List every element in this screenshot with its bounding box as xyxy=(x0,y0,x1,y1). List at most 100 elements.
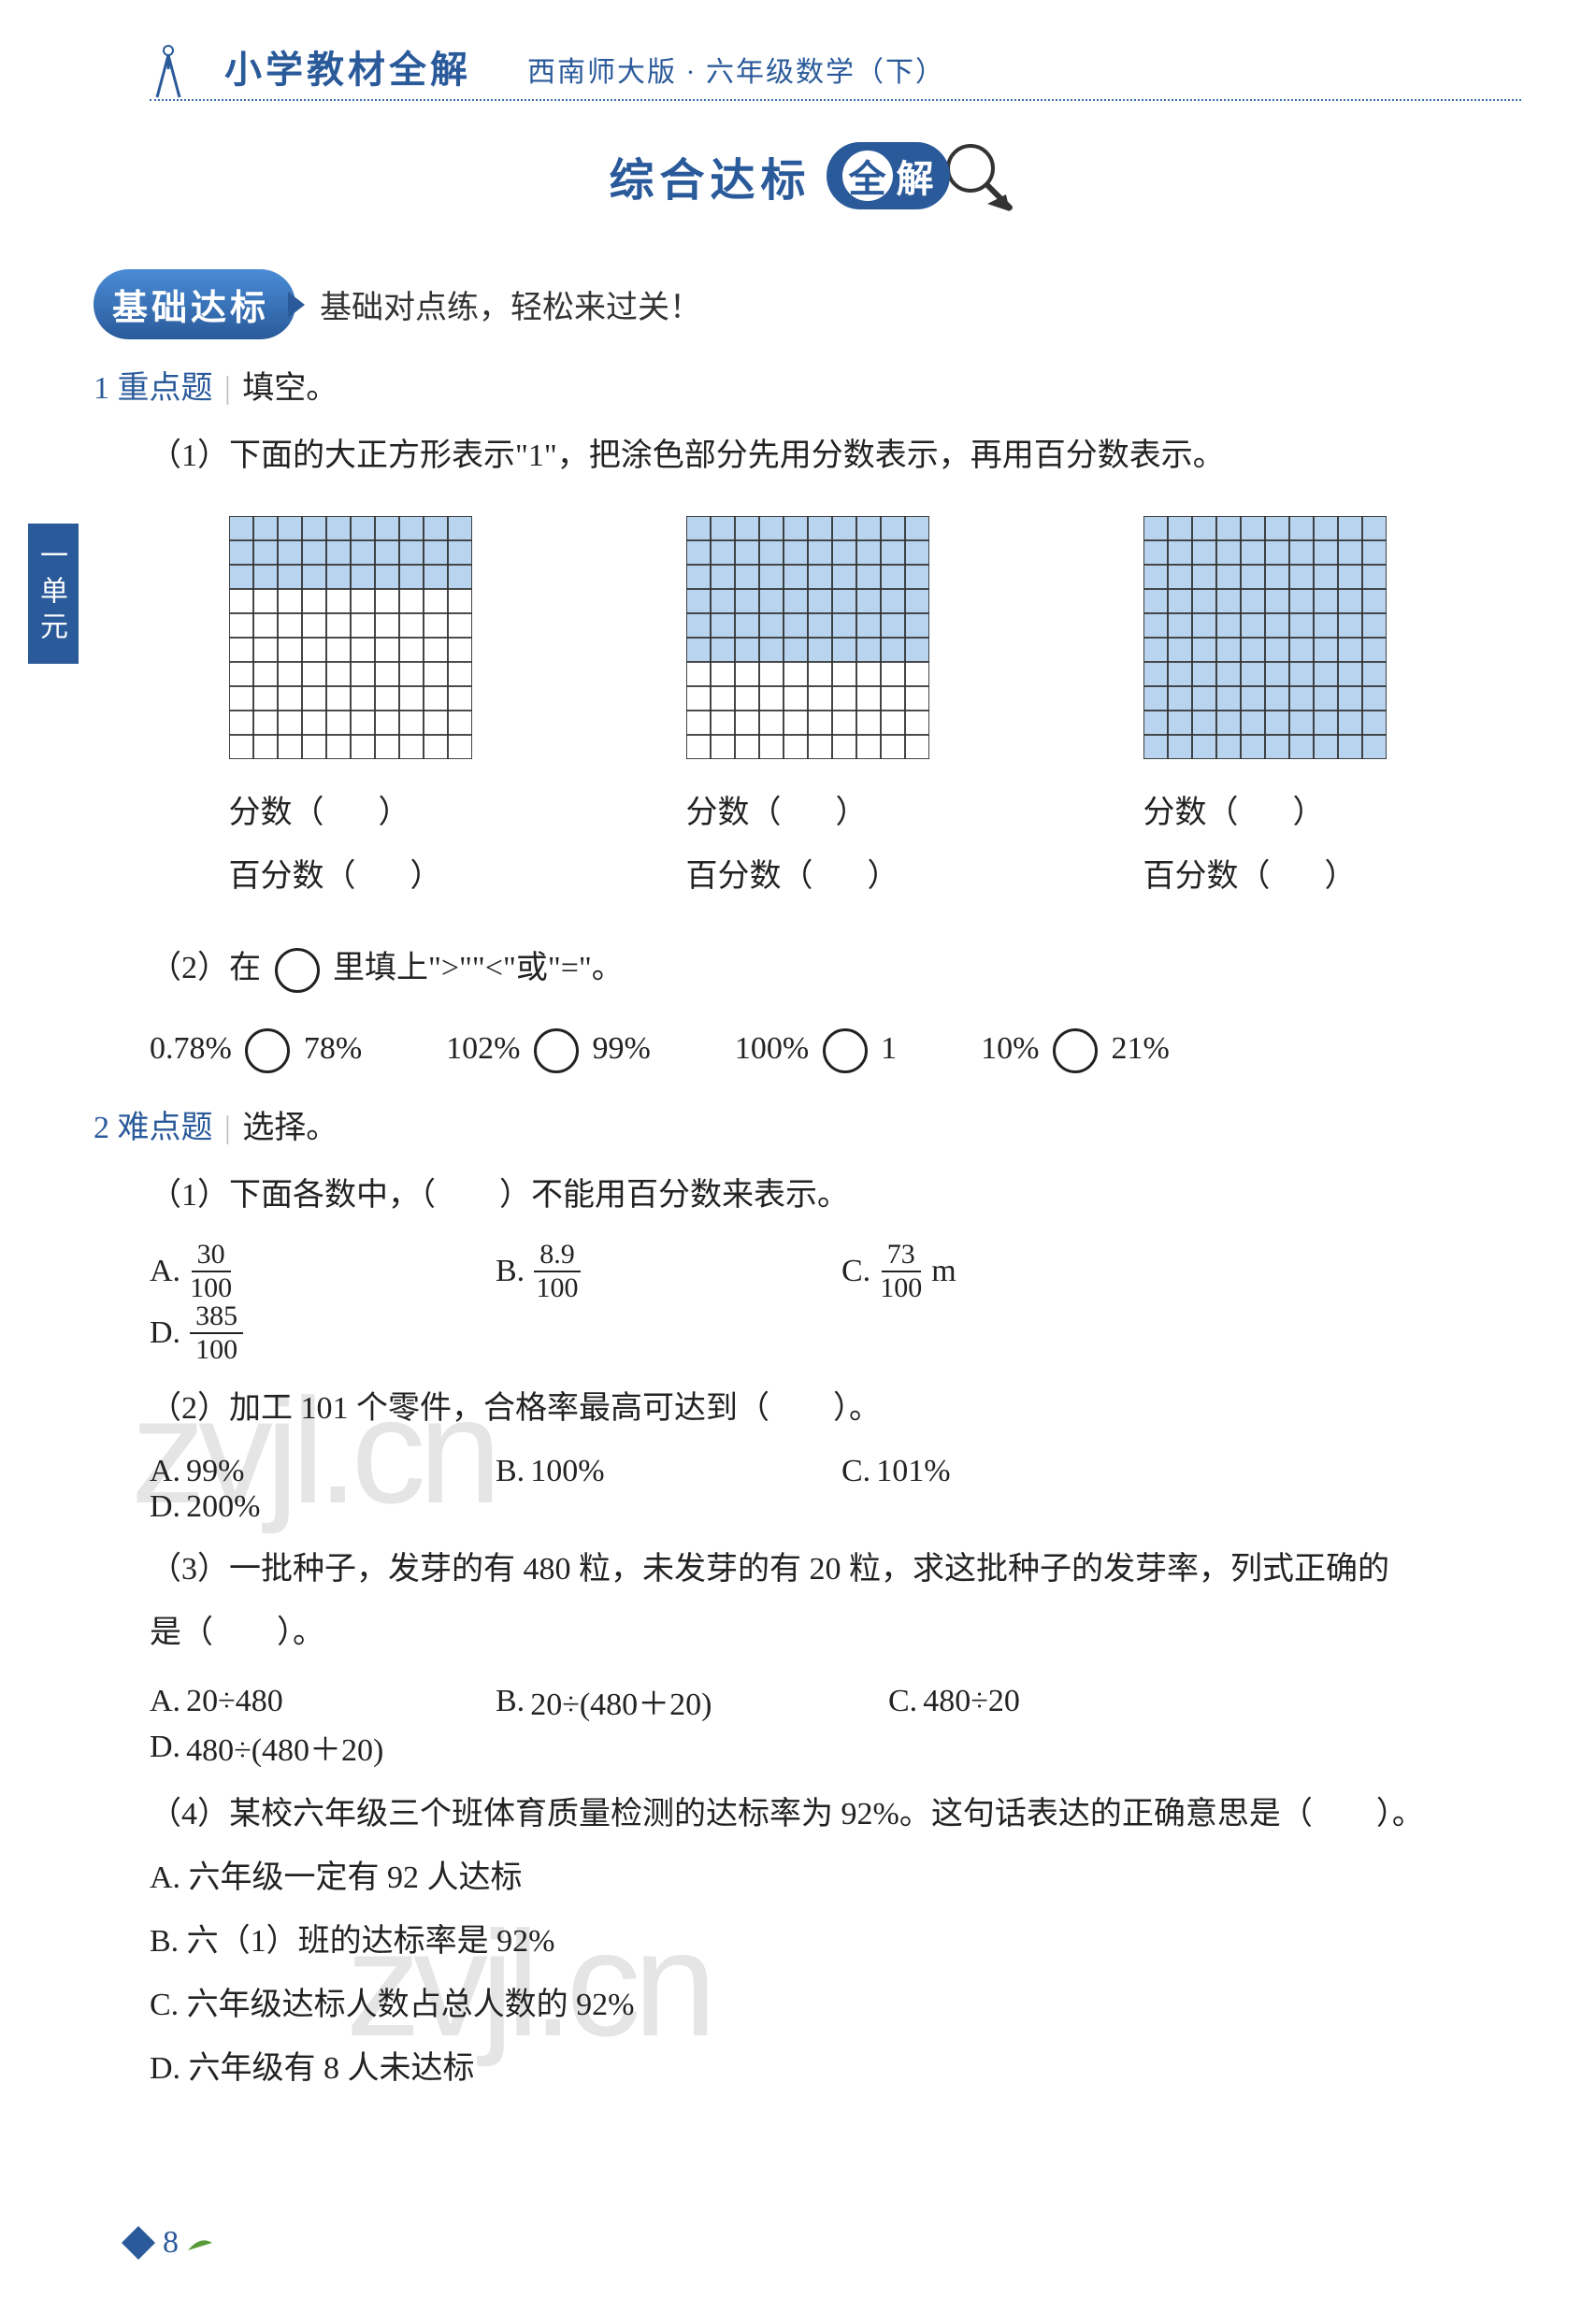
blank-input[interactable] xyxy=(1271,859,1325,894)
cmp-right: 1 xyxy=(881,1031,897,1066)
sub-heading: 基础达标 基础对点练，轻松来过关！ xyxy=(93,269,1521,339)
compare-item: 0.78% 78% xyxy=(150,1028,362,1073)
opt-letter: A. xyxy=(150,1454,180,1489)
unit-side-tab: 一单元 xyxy=(28,524,79,664)
option-b[interactable]: B. 8.9100 xyxy=(496,1241,841,1302)
section-banner: 综合达标 全 解 xyxy=(93,138,1521,213)
opt-letter: B. xyxy=(496,1684,525,1719)
option-b[interactable]: B. 100% xyxy=(496,1454,841,1489)
grid-3-frac-label: 分数（ xyxy=(1143,796,1239,830)
opt-letter: C. xyxy=(888,1684,917,1719)
opt-text: 200% xyxy=(186,1489,260,1525)
opt-letter: D. xyxy=(150,1489,180,1525)
circle-blank-icon xyxy=(275,948,320,993)
page-number-value: 8 xyxy=(163,2225,179,2261)
opt-letter: B. xyxy=(496,1254,525,1289)
opt-text: 20÷(480＋20) xyxy=(530,1678,712,1724)
option-a[interactable]: A. 30100 xyxy=(150,1241,496,1302)
grid-3-pct-label: 百分数（ xyxy=(1143,859,1271,894)
q2-label: 难点题 xyxy=(118,1111,213,1145)
compare-item: 100% 1 xyxy=(735,1028,897,1073)
q2-p1: （1）下面各数中，（ ）不能用百分数来表示。 xyxy=(150,1164,1521,1228)
close-paren: ） xyxy=(379,796,410,830)
blank-input[interactable] xyxy=(782,796,836,830)
cmp-right: 78% xyxy=(304,1031,362,1066)
fraction: 8.9100 xyxy=(534,1241,581,1302)
option-c[interactable]: C. 101% xyxy=(841,1454,1187,1489)
circle-input[interactable] xyxy=(1053,1028,1098,1073)
grid-2-frac-label: 分数（ xyxy=(686,796,782,830)
fraction: 30100 xyxy=(190,1241,232,1302)
badge-right: 解 xyxy=(897,149,934,203)
magnifier-icon xyxy=(941,138,1015,213)
option-a[interactable]: A. 20÷480 xyxy=(150,1678,496,1724)
option-d[interactable]: D. 385100 xyxy=(150,1302,496,1364)
opt-tail: m xyxy=(931,1254,956,1289)
chevron-right-icon xyxy=(288,292,305,318)
grid-1-frac-label: 分数（ xyxy=(229,796,324,830)
option-d[interactable]: D. 200% xyxy=(150,1489,496,1525)
compass-icon xyxy=(150,43,187,99)
option-a[interactable]: A. 99% xyxy=(150,1454,496,1489)
circle-input[interactable] xyxy=(534,1028,579,1073)
page-header: 小学教材全解 西南师大版 · 六年级数学（下） xyxy=(150,37,1521,101)
close-paren: ） xyxy=(868,859,899,894)
grid-1-labels: 分数（ ） 百分数（ ） xyxy=(229,782,472,909)
q2-opts2: A. 99% B. 100% C. 101% D. 200% xyxy=(150,1454,1521,1525)
q2-opt4-b[interactable]: B. 六（1）班的达标率是 92% xyxy=(150,1910,1521,1974)
q1-label: 重点题 xyxy=(118,371,213,406)
option-b[interactable]: B. 20÷(480＋20) xyxy=(496,1678,888,1724)
compare-item: 10% 21% xyxy=(981,1028,1170,1073)
option-c[interactable]: C. 73100 m xyxy=(841,1241,1187,1302)
fraction: 73100 xyxy=(880,1241,922,1302)
diamond-icon xyxy=(122,2226,155,2260)
fraction: 385100 xyxy=(190,1302,243,1364)
banner-badge: 全 解 xyxy=(827,142,950,209)
grid-3 xyxy=(1143,516,1387,759)
q1-suffix: 填空。 xyxy=(242,371,338,406)
circle-input[interactable] xyxy=(823,1028,868,1073)
q1-p2-suffix: 里填上">""<"或"="。 xyxy=(333,951,624,985)
book-subtitle: 西南师大版 · 六年级数学（下） xyxy=(527,49,945,93)
grid-3-labels: 分数（ ） 百分数（ ） xyxy=(1143,782,1387,909)
blank-input[interactable] xyxy=(356,859,410,894)
q2-number: 2 xyxy=(93,1111,109,1145)
grid-2-pct-label: 百分数（ xyxy=(686,859,813,894)
grid-1 xyxy=(229,516,472,759)
sub-heading-desc: 基础对点练，轻松来过关！ xyxy=(320,281,701,327)
opt-text: 101% xyxy=(876,1454,950,1489)
option-c[interactable]: C. 480÷20 xyxy=(888,1678,1234,1724)
compare-row: 0.78% 78% 102% 99% 100% 1 10% 21% xyxy=(150,1028,1521,1073)
opt-letter: D. xyxy=(150,1730,180,1765)
circle-input[interactable] xyxy=(245,1028,290,1073)
q2-opt4-c[interactable]: C. 六年级达标人数占总人数的 92% xyxy=(150,1974,1521,2037)
opt-letter: A. xyxy=(150,1254,180,1289)
q2-suffix: 选择。 xyxy=(242,1111,338,1145)
q2-p2: （2）加工 101 个零件，合格率最高可达到（ ）。 xyxy=(150,1377,1521,1441)
q2-opt4-a[interactable]: A. 六年级一定有 92 人达标 xyxy=(150,1846,1521,1910)
opt-letter: B. xyxy=(496,1454,525,1489)
grids-row: 分数（ ） 百分数（ ） 分数（ ） 百分数（ ） xyxy=(150,516,1465,909)
q1-p2: （2）在 里填上">""<"或"="。 xyxy=(150,937,1521,1000)
q2-opts1: A. 30100 B. 8.9100 C. 73100 m D. 385100 xyxy=(150,1241,1521,1364)
cmp-right: 99% xyxy=(592,1031,650,1066)
blank-input[interactable] xyxy=(813,859,868,894)
page-number: 8 xyxy=(122,2225,214,2261)
option-d[interactable]: D. 480÷(480＋20) xyxy=(150,1724,542,1770)
badge-left: 全 xyxy=(842,151,893,201)
opt-text: 100% xyxy=(530,1454,604,1489)
grid-1-pct-label: 百分数（ xyxy=(229,859,356,894)
close-paren: ） xyxy=(1293,796,1325,830)
opt-letter: C. xyxy=(841,1254,870,1289)
blank-input[interactable] xyxy=(324,796,379,830)
blank-input[interactable] xyxy=(1239,796,1293,830)
cmp-left: 100% xyxy=(735,1031,809,1066)
sub-heading-pill: 基础达标 xyxy=(93,269,295,339)
q2-opts3: A. 20÷480 B. 20÷(480＋20) C. 480÷20 D. 48… xyxy=(150,1678,1521,1770)
separator-icon: | xyxy=(224,1111,231,1145)
q2-heading: 2 难点题 | 选择。 xyxy=(93,1101,1521,1147)
close-paren: ） xyxy=(836,796,868,830)
cmp-left: 0.78% xyxy=(150,1031,232,1066)
q2-opt4-d[interactable]: D. 六年级有 8 人未达标 xyxy=(150,2037,1521,2101)
opt-text: 480÷20 xyxy=(923,1684,1020,1719)
